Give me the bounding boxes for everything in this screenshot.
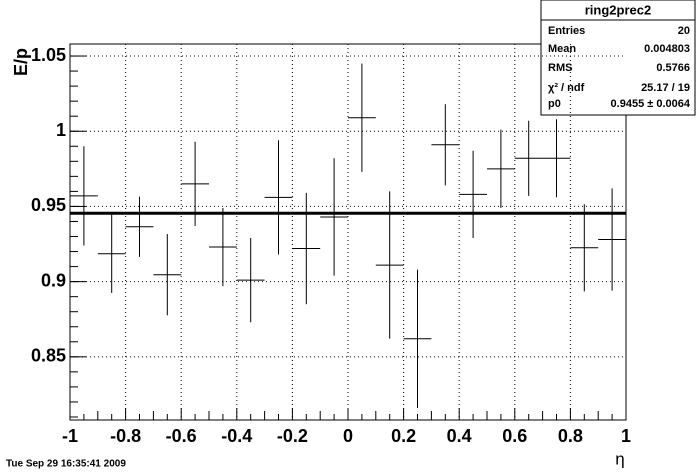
x-tick-label: -0.4 xyxy=(221,426,252,446)
x-tick-label: -1 xyxy=(62,426,78,446)
stats-name: χ² / ndf xyxy=(548,82,585,94)
stats-value: 25.17 / 19 xyxy=(641,82,690,94)
stats-name: p0 xyxy=(548,98,561,110)
y-tick-label: 0.95 xyxy=(31,195,66,215)
x-tick-label: 0.6 xyxy=(502,426,527,446)
stats-value: 0.004803 xyxy=(644,43,690,55)
x-tick-label: -0.6 xyxy=(166,426,197,446)
y-axis-title: E/p xyxy=(11,48,31,76)
y-tick-label: 0.9 xyxy=(41,270,66,290)
x-tick-label: 0.4 xyxy=(447,426,472,446)
timestamp: Tue Sep 29 16:35:41 2009 xyxy=(6,459,126,470)
x-axis-title: η xyxy=(615,449,624,468)
x-tick-label: -0.8 xyxy=(110,426,141,446)
x-tick-label: 0.2 xyxy=(391,426,416,446)
stats-box: ring2prec2 xyxy=(540,0,696,116)
stats-name: RMS xyxy=(548,62,572,74)
stats-value: 0.9455 ± 0.0064 xyxy=(611,98,691,110)
stats-frame xyxy=(540,0,696,116)
x-tick-label: 1 xyxy=(621,426,631,446)
x-tick-label: 0 xyxy=(343,426,353,446)
x-tick-label: -0.2 xyxy=(277,426,308,446)
stats-value: 0.5766 xyxy=(656,62,690,74)
y-tick-label: 0.85 xyxy=(31,346,66,366)
stats-value: 20 xyxy=(678,25,690,37)
x-tick-label: 0.8 xyxy=(558,426,583,446)
y-tick-label: 1 xyxy=(56,120,66,140)
stats-title: ring2prec2 xyxy=(585,2,651,17)
y-tick-label: 1.05 xyxy=(31,45,66,65)
stats-name: Mean xyxy=(548,43,576,55)
stats-name: Entries xyxy=(548,25,585,37)
